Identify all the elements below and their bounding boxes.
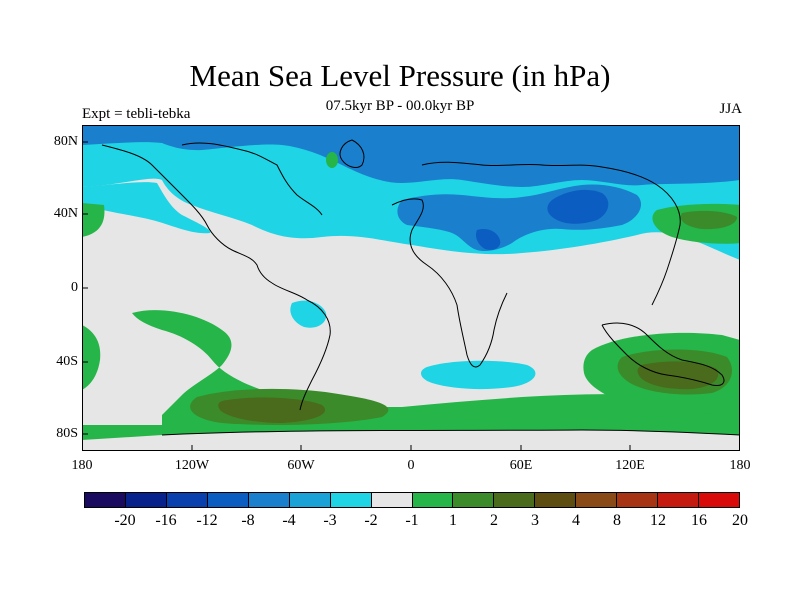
colorbar-box: [85, 493, 126, 507]
colorbar-box: [453, 493, 495, 507]
colorbar-label: 2: [490, 512, 498, 529]
colorbar: [84, 492, 740, 508]
southern-green-belt: [82, 325, 101, 390]
colorbar-label: -4: [282, 512, 296, 529]
lon-label-180e: 180: [729, 458, 751, 473]
north-pacific-cyan: [82, 182, 211, 234]
colorbar-label: -1: [405, 512, 419, 529]
colorbar-box: [658, 493, 700, 507]
colorbar-box: [576, 493, 618, 507]
nw-pacific-dark-green: [680, 210, 737, 230]
lon-label-120w: 120W: [174, 458, 210, 473]
colorbar-label: 1: [449, 512, 457, 529]
colorbar-box: [125, 493, 167, 507]
colorbar-label: -16: [155, 512, 177, 529]
colorbar-box: [207, 493, 249, 507]
colorbar-box: [617, 493, 659, 507]
north-blue-region: [82, 125, 740, 187]
lat-label-0: 0: [71, 280, 78, 295]
lon-label-60e: 60E: [509, 458, 533, 473]
lat-label-80s: 80S: [56, 426, 78, 441]
colorbar-label: -12: [196, 512, 218, 529]
colorbar-label: -8: [241, 512, 255, 529]
australia-brown: [637, 361, 719, 390]
antarctica-gray: [82, 430, 740, 451]
colorbar-box: [699, 493, 739, 507]
lat-label-80n: 80N: [53, 134, 78, 149]
lon-label-120e: 120E: [615, 458, 645, 473]
south-pacific-brown: [218, 397, 326, 423]
greenland-green-spot: [326, 152, 338, 168]
colorbar-box: [166, 493, 208, 507]
lon-label-0: 0: [407, 458, 415, 473]
colorbar-label: -3: [323, 512, 337, 529]
colorbar-label: 8: [613, 512, 621, 529]
colorbar-box: [289, 493, 331, 507]
colorbar-label: 12: [650, 512, 666, 529]
asia-dark-blue-region: [547, 189, 609, 224]
south-indian-cyan: [420, 360, 536, 390]
pressure-map: [82, 125, 740, 451]
ne-pacific-green: [82, 203, 105, 237]
colorbar-label: 16: [691, 512, 707, 529]
plot-title: Mean Sea Level Pressure (in hPa): [189, 58, 611, 93]
colorbar-box: [371, 493, 413, 507]
coastlines: [101, 139, 740, 436]
lon-label-60w: 60W: [287, 458, 315, 473]
colorbar-label: 4: [572, 512, 580, 529]
axis-ticks: [82, 141, 631, 451]
colorbar-label: -20: [114, 512, 136, 529]
colorbar-box: [535, 493, 577, 507]
lat-label-40s: 40S: [56, 354, 78, 369]
lon-label-180w: 180: [71, 458, 93, 473]
colorbar-label: 20: [732, 512, 748, 529]
colorbar-label: 3: [531, 512, 539, 529]
plot-subtitle: 07.5kyr BP - 00.0kyr BP: [325, 98, 475, 114]
colorbar-box: [494, 493, 536, 507]
colorbar-box: [248, 493, 290, 507]
colorbar-box: [412, 493, 454, 507]
season-label: JJA: [719, 101, 742, 117]
arabia-dark-blue-region: [475, 229, 501, 250]
colorbar-label: -2: [364, 512, 378, 529]
experiment-label: Expt = tebli-tebka: [82, 106, 191, 122]
south-america-cyan: [290, 300, 327, 328]
colorbar-box: [330, 493, 372, 507]
lat-label-40n: 40N: [53, 206, 78, 221]
